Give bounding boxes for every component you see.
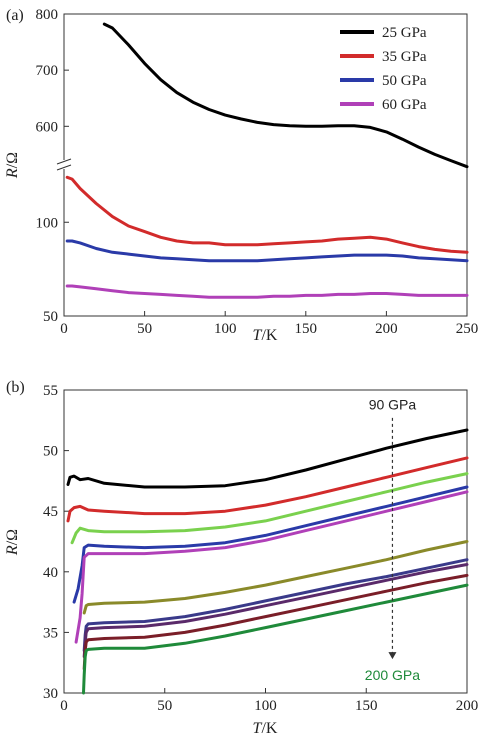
- y-tick-label: 700: [36, 63, 59, 79]
- y-tick-label: 50: [43, 444, 58, 460]
- panel-b-x-axis-label: T/K: [253, 720, 278, 737]
- series-line-9: [82, 573, 469, 671]
- x-tick-label: 50: [157, 698, 172, 714]
- x-tick-label: 0: [60, 321, 68, 337]
- pressure-arrow-head: [388, 652, 397, 660]
- axis-break-mark: [56, 158, 72, 171]
- y-tick-label: 40: [43, 565, 58, 581]
- panel-a-y-axis-label: R/Ω: [4, 152, 21, 179]
- series-line-50-gpa: [65, 239, 469, 263]
- series-line-35-gpa: [65, 175, 469, 254]
- series-line-6: [82, 540, 469, 615]
- panel-a-x-axis-label: T/K: [253, 327, 278, 344]
- panel-b-y-axis-label: R/Ω: [4, 529, 21, 556]
- panel-b-annotations: 90 GPa 200 GPa: [365, 397, 420, 683]
- panel-a-series: [65, 22, 469, 299]
- panel-b-label: (b): [6, 379, 25, 396]
- series-line-5: [74, 490, 469, 644]
- y-tick-label: 55: [43, 383, 58, 399]
- y-tick-label: 45: [43, 504, 58, 520]
- panel-b: (b) 0 50 100 150 200 30 35 40 45 50 55 90 GPa 200 …: [4, 379, 478, 737]
- series-line-3: [70, 472, 469, 545]
- panel-b-y-ticks: 30 35 40 45 50 55: [43, 383, 69, 702]
- series-line-8: [82, 563, 469, 659]
- x-tick-label: 50: [137, 321, 152, 337]
- y-tick-label: 800: [36, 7, 59, 23]
- series-line-25-gpa: [102, 22, 469, 169]
- legend-label-60-gpa: 60 GPa: [382, 97, 427, 113]
- legend-label-50-gpa: 50 GPa: [382, 73, 427, 89]
- y-tick-label: 35: [43, 625, 58, 641]
- annotation-90-gpa: 90 GPa: [369, 397, 417, 413]
- x-tick-label: 100: [254, 698, 277, 714]
- panel-a-y-ticks: 600 700 800 50 100: [36, 7, 69, 325]
- x-tick-label: 250: [456, 321, 479, 337]
- series-line-10: [82, 583, 469, 695]
- y-tick-label: 50: [43, 309, 58, 325]
- x-tick-label: 150: [295, 321, 318, 337]
- panel-a-legend: 25 GPa 35 GPa 50 GPa 60 GPa: [340, 25, 427, 113]
- series-line-1: [66, 428, 469, 489]
- series-line-2: [66, 456, 469, 523]
- series-line-60-gpa: [65, 284, 469, 299]
- x-tick-label: 0: [60, 698, 68, 714]
- y-tick-label: 600: [36, 119, 59, 135]
- y-tick-label: 100: [36, 215, 59, 231]
- x-tick-label: 150: [355, 698, 378, 714]
- x-tick-label: 200: [375, 321, 398, 337]
- panel-b-x-ticks: 0 50 100 150 200: [60, 688, 478, 714]
- panel-a-x-ticks: 0 50 100 150 200 250: [60, 311, 478, 337]
- series-line-7: [82, 558, 469, 653]
- legend-label-25-gpa: 25 GPa: [382, 25, 427, 41]
- panel-a-label: (a): [6, 7, 24, 24]
- y-tick-label: 30: [43, 686, 58, 702]
- annotation-200-gpa: 200 GPa: [365, 667, 420, 683]
- x-tick-label: 200: [456, 698, 479, 714]
- legend-label-35-gpa: 35 GPa: [382, 49, 427, 65]
- panel-b-series: [66, 428, 469, 695]
- x-tick-label: 100: [214, 321, 237, 337]
